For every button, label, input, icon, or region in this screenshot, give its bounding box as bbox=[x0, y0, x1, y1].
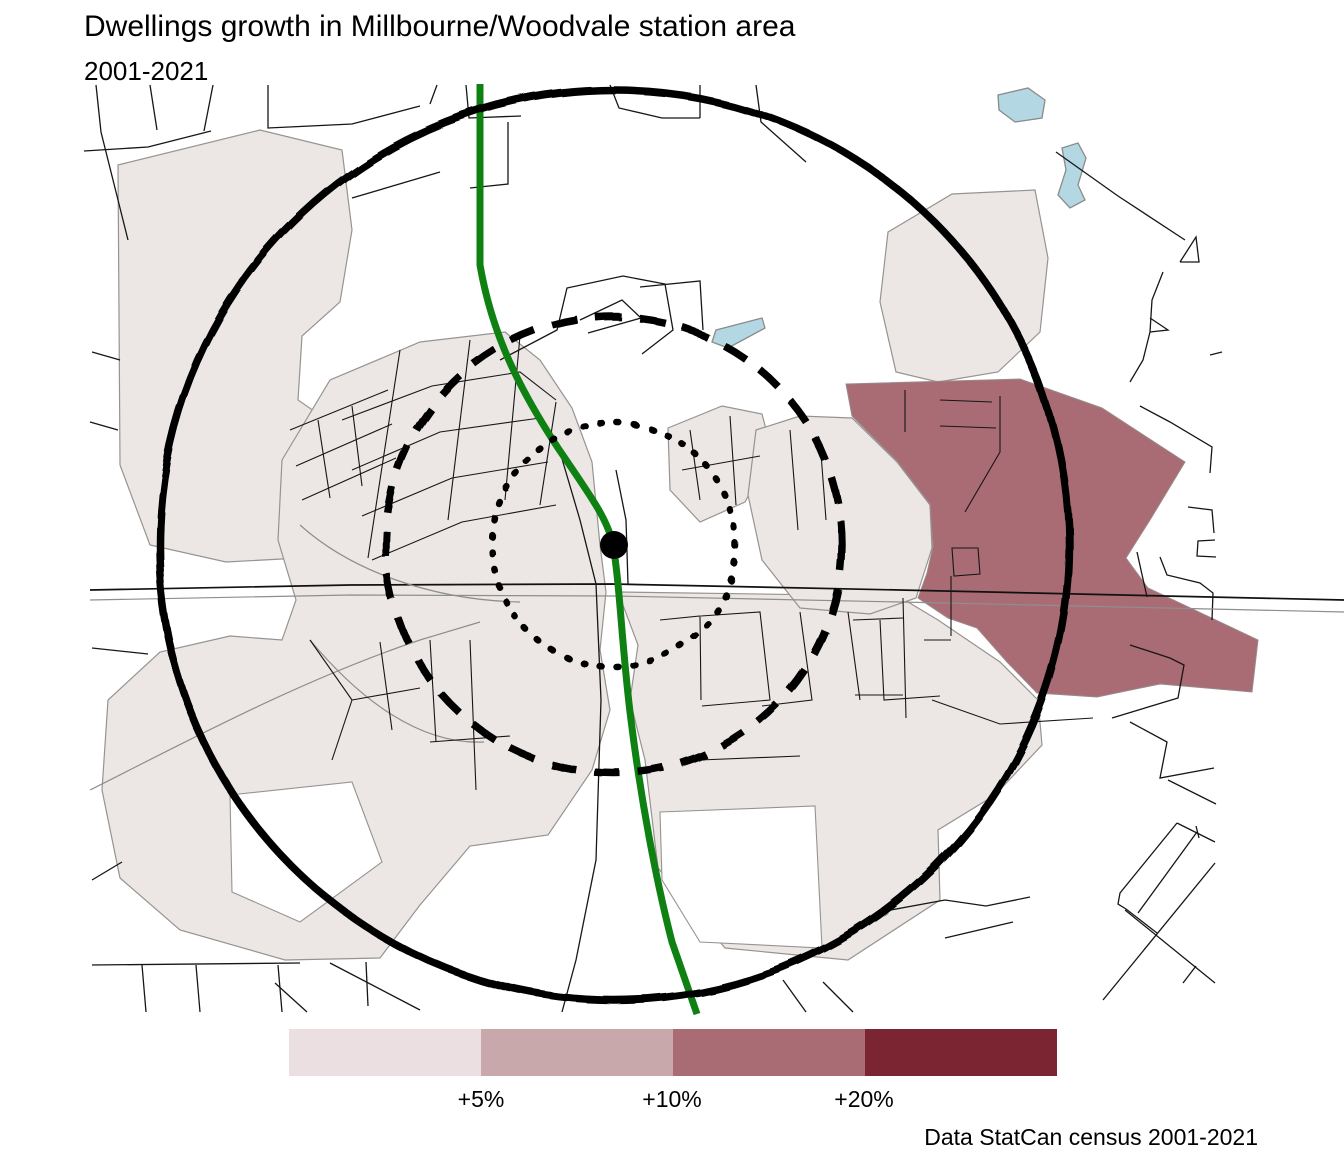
walkshed-rings bbox=[155, 86, 1073, 1004]
ring-outer-solid bbox=[155, 86, 1073, 1004]
legend-colorbar bbox=[289, 1029, 1057, 1076]
legend-swatch-0 bbox=[289, 1029, 481, 1076]
legend-label-20pct: +20% bbox=[834, 1086, 894, 1112]
low-growth-parcels bbox=[101, 129, 1049, 961]
legend-labels: +5% +10% +20% bbox=[289, 1086, 1057, 1114]
legend-swatch-2 bbox=[673, 1029, 865, 1076]
legend-label-5pct: +5% bbox=[457, 1086, 505, 1112]
legend-swatch-3 bbox=[865, 1029, 1057, 1076]
water-bodies bbox=[711, 87, 1087, 349]
data-source-caption: Data StatCan census 2001-2021 bbox=[924, 1124, 1258, 1150]
parcel-central-west bbox=[101, 331, 611, 961]
white-block-south bbox=[659, 805, 823, 949]
pond-1 bbox=[997, 87, 1046, 123]
road-network bbox=[84, 84, 1344, 1013]
page-subtitle: 2001-2021 bbox=[84, 56, 209, 86]
pond-2 bbox=[1057, 142, 1087, 209]
legend-swatch-1 bbox=[481, 1029, 673, 1076]
legend-label-10pct: +10% bbox=[642, 1086, 702, 1112]
ring-inner-dotted bbox=[488, 419, 740, 671]
courtyard-white bbox=[229, 781, 383, 923]
ring-middle-dashed bbox=[382, 313, 846, 777]
pond-3 bbox=[711, 317, 766, 349]
parcel-north-east bbox=[879, 189, 1049, 383]
station-point bbox=[600, 531, 628, 559]
high-growth-parcel bbox=[845, 378, 1259, 698]
page-title: Dwellings growth in Millbourne/Woodvale … bbox=[84, 10, 796, 43]
parcel-east-wrap bbox=[747, 415, 933, 615]
